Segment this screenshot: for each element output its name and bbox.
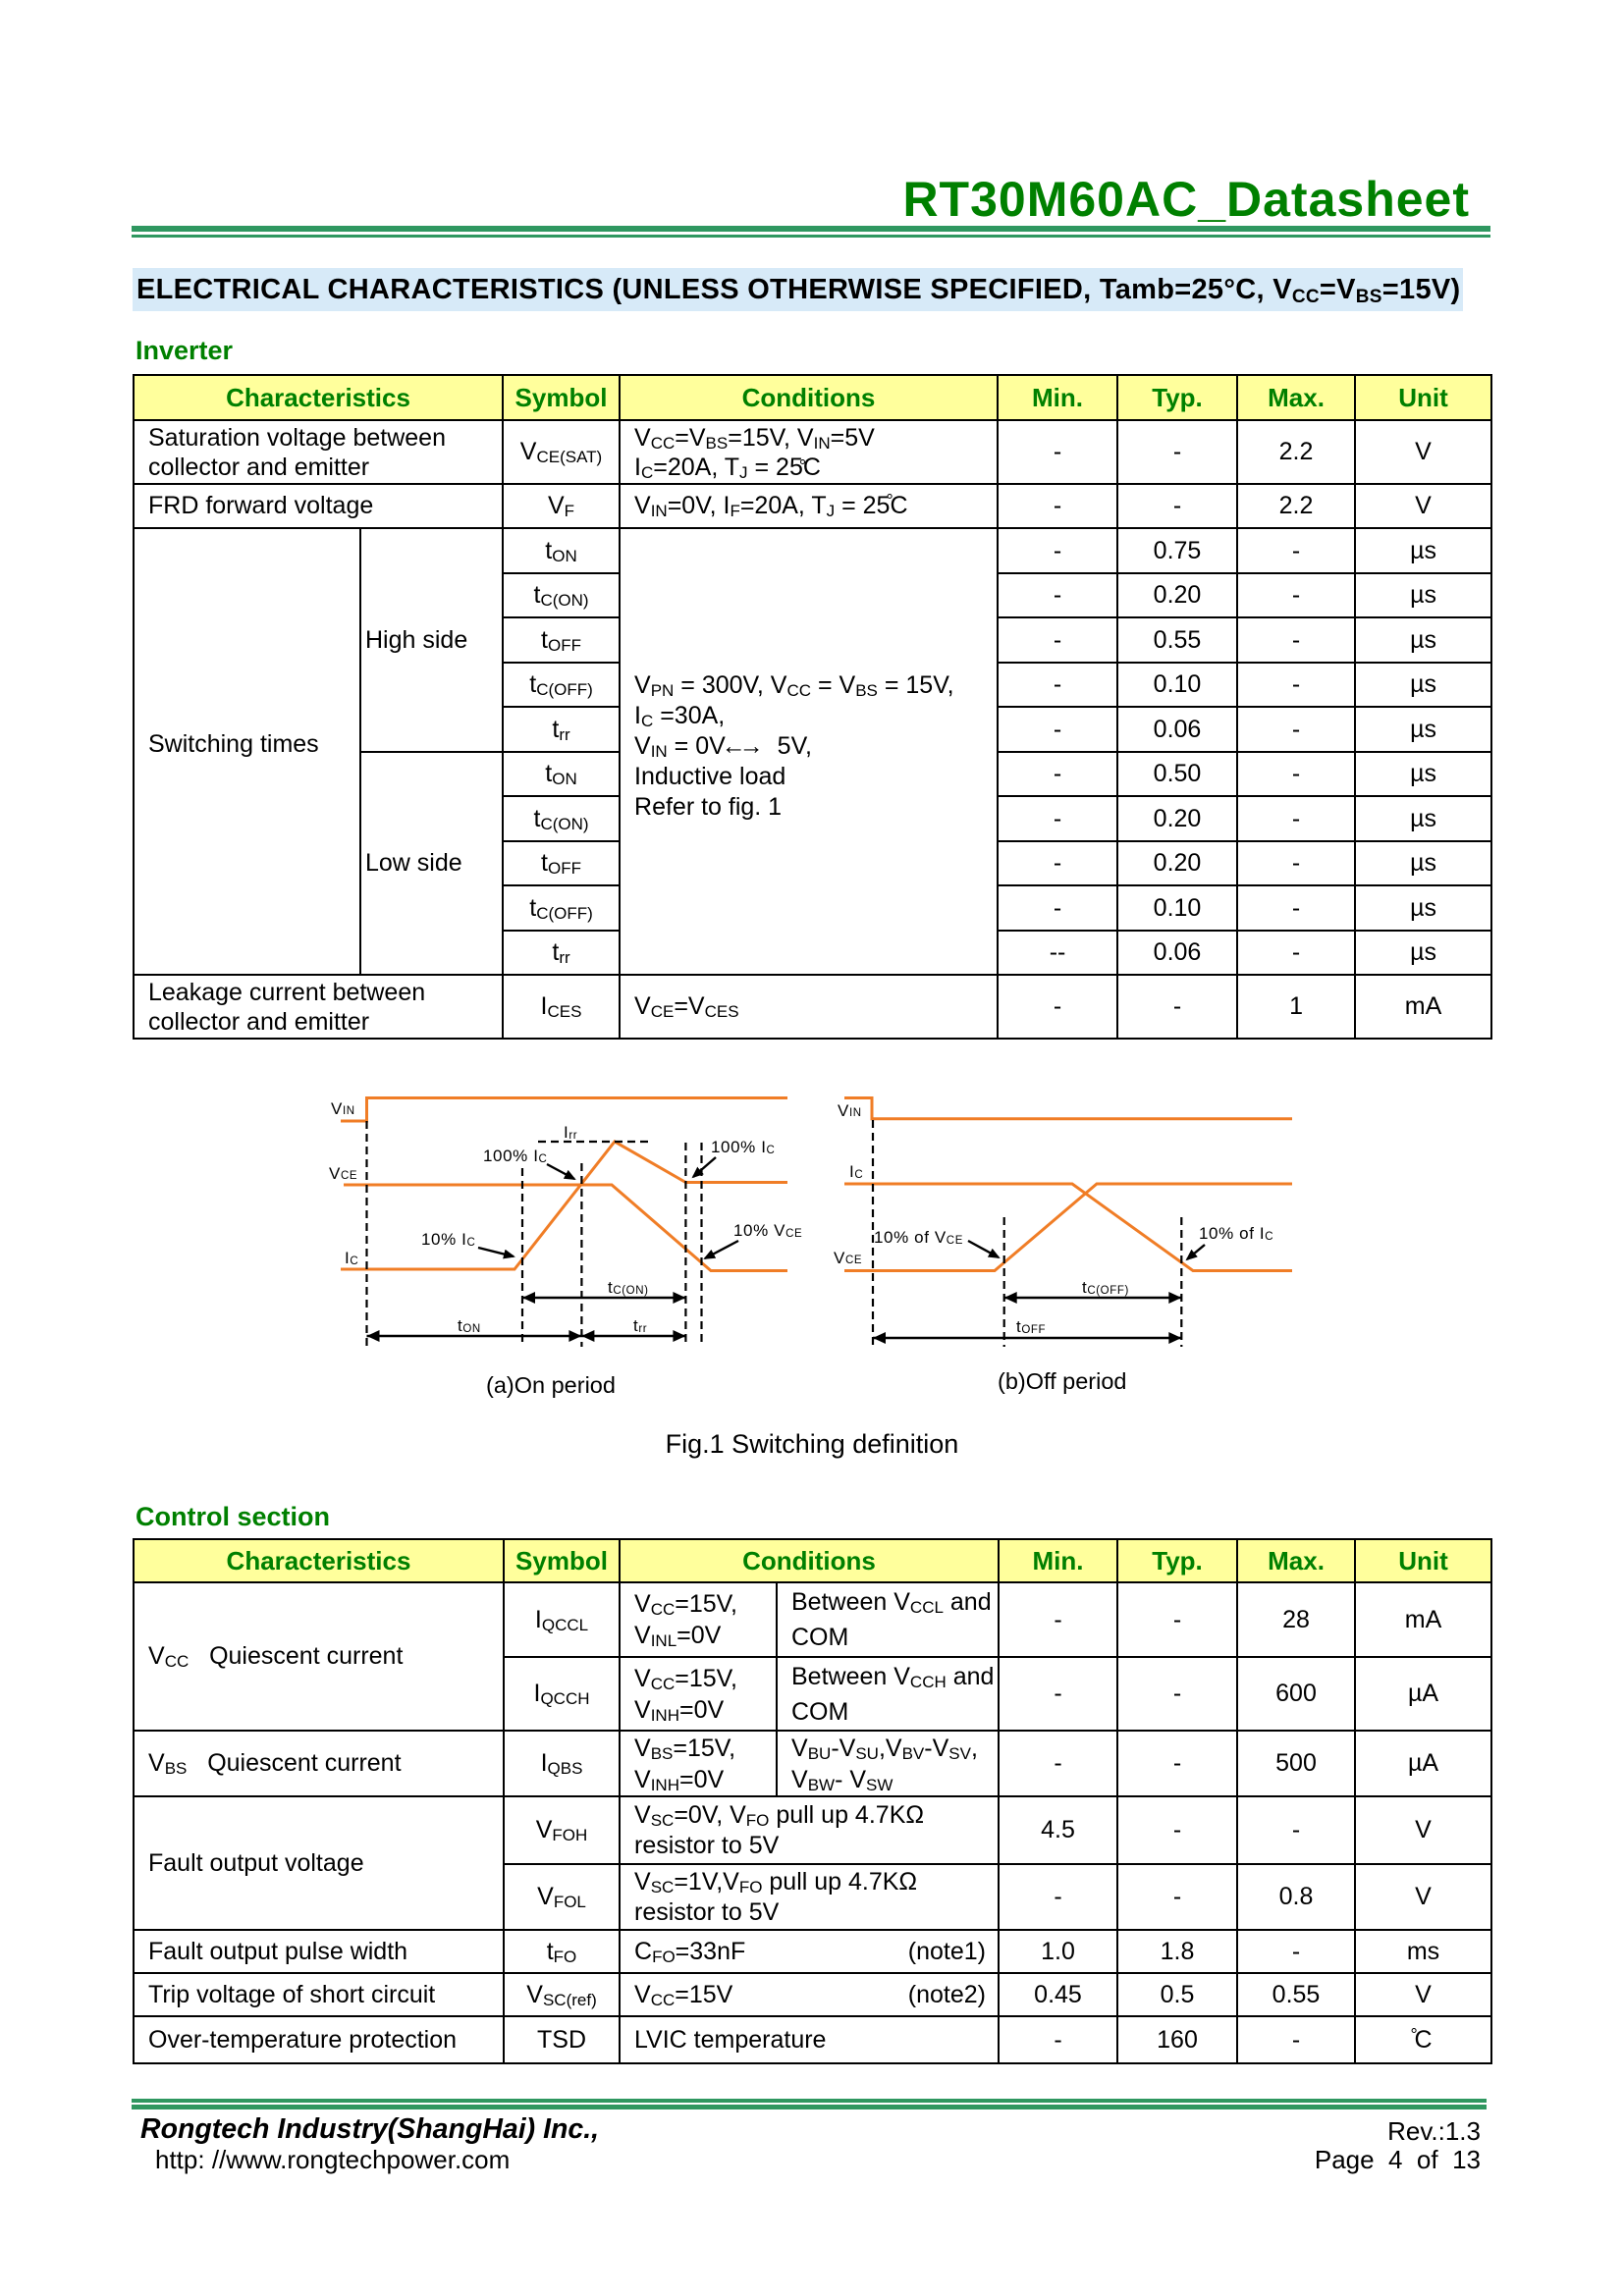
- svg-text:tC(ON): tC(ON): [608, 1278, 649, 1297]
- svg-text:100% IC: 100% IC: [483, 1147, 547, 1165]
- svg-text:VIN: VIN: [838, 1101, 862, 1120]
- svg-text:VCE: VCE: [834, 1249, 862, 1267]
- svg-text:VIN: VIN: [331, 1099, 355, 1118]
- svg-text:10% of IC: 10% of IC: [1199, 1224, 1273, 1243]
- svg-text:tON: tON: [458, 1316, 481, 1335]
- svg-text:Irr: Irr: [564, 1123, 577, 1142]
- svg-text:tOFF: tOFF: [1016, 1317, 1046, 1336]
- svg-text:(b)Off period: (b)Off period: [998, 1368, 1127, 1394]
- svg-text:IC: IC: [345, 1249, 358, 1267]
- svg-text:10% IC: 10% IC: [421, 1230, 475, 1249]
- svg-text:tC(OFF): tC(OFF): [1082, 1278, 1129, 1297]
- svg-text:IC: IC: [849, 1162, 863, 1181]
- svg-text:100% IC: 100% IC: [711, 1138, 775, 1156]
- svg-text:VCE: VCE: [329, 1164, 357, 1183]
- svg-text:(a)On period: (a)On period: [486, 1372, 616, 1398]
- svg-text:10% VCE: 10% VCE: [733, 1221, 802, 1240]
- svg-text:10% of VCE: 10% of VCE: [874, 1228, 963, 1247]
- svg-text:trr: trr: [633, 1316, 647, 1335]
